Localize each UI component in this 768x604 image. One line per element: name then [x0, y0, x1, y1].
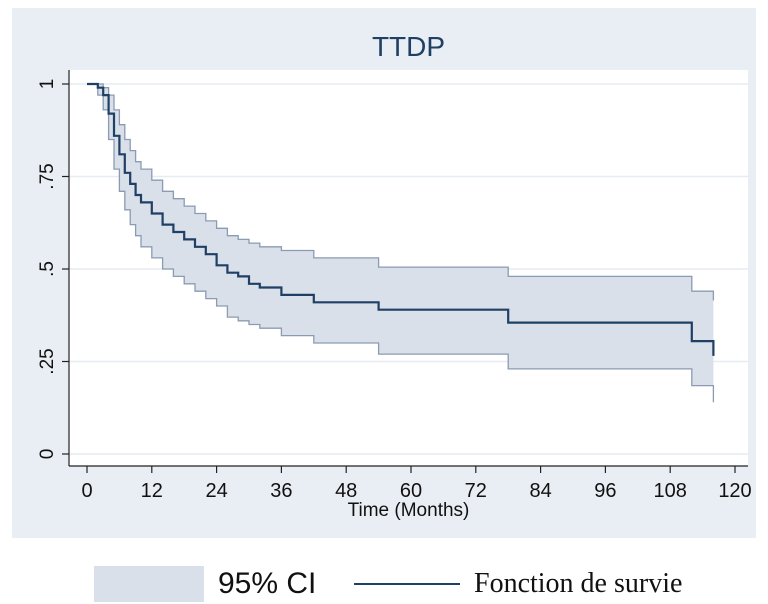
x-tick-label-6: 72: [465, 480, 487, 502]
x-tick-label-4: 48: [335, 480, 357, 502]
x-tick-label-2: 24: [205, 480, 227, 502]
y-tick-label-2: .5: [37, 261, 58, 277]
x-tick-label-8: 96: [594, 480, 616, 502]
x-tick-label-7: 84: [529, 480, 551, 502]
legend: 95% CI Fonction de survie: [0, 552, 768, 604]
chart-title: TTDP: [372, 31, 445, 62]
x-axis-label: Time (Months): [348, 500, 470, 521]
x-tick-label-3: 36: [270, 480, 292, 502]
x-tick-label-0: 0: [81, 480, 92, 502]
ci-lower-line: [87, 83, 715, 403]
x-tick-label-1: 12: [141, 480, 163, 502]
ci-upper-line: [87, 83, 715, 301]
chart-frame: TTDP 0 12 24 36 48 60 72 84 96 108 120 0 .25 .5 .75 1 Tim…: [12, 8, 756, 538]
legend-ci-swatch: [94, 566, 204, 602]
x-tick-label-5: 60: [400, 480, 422, 502]
y-tick-label-0: 0: [37, 449, 58, 460]
survival-chart: TTDP 0 12 24 36 48 60 72 84 96 108 120 0 .25 .5 .75 1 Tim…: [37, 31, 752, 521]
legend-survival-label: Fonction de survie: [474, 568, 683, 599]
y-tick-label-1: .25: [37, 348, 58, 374]
legend-survival-line: [354, 583, 460, 585]
x-tick-label-9: 108: [654, 480, 687, 502]
y-tick-label-4: 1: [37, 79, 58, 90]
x-tick-label-10: 120: [718, 480, 751, 502]
legend-ci-label: 95% CI: [218, 567, 317, 600]
series-line-0: [87, 82, 715, 356]
y-tick-label-3: .75: [37, 163, 58, 189]
